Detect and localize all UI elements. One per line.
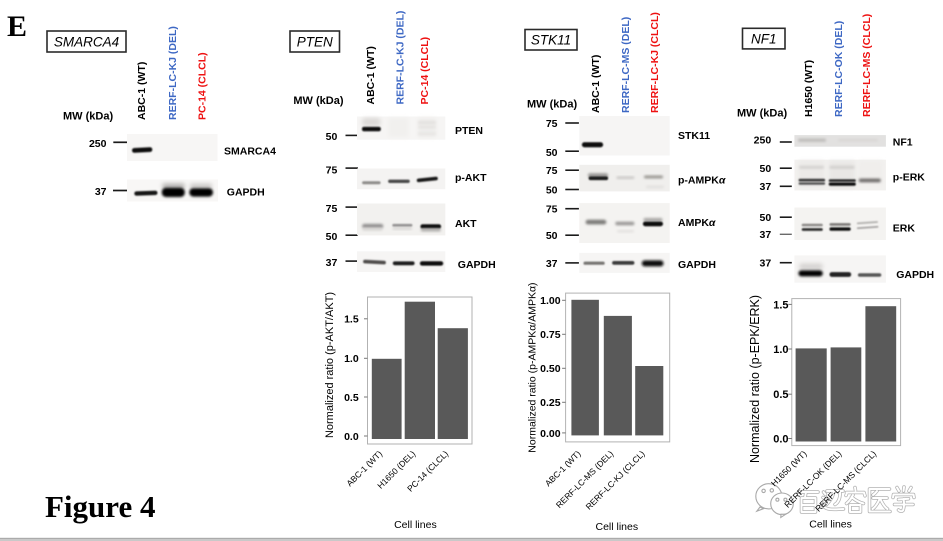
svg-text:50: 50 [760, 163, 772, 175]
svg-text:ABC-1 (WT): ABC-1 (WT) [590, 55, 602, 113]
svg-text:0.5: 0.5 [773, 389, 788, 401]
svg-text:RERF-LC-MS (DEL): RERF-LC-MS (DEL) [620, 17, 632, 113]
svg-text:GAPDH: GAPDH [678, 259, 716, 271]
svg-text:ABC-1 (WT): ABC-1 (WT) [365, 46, 377, 104]
svg-text:50: 50 [546, 147, 558, 159]
svg-text:37: 37 [326, 257, 338, 269]
svg-text:SMARCA4: SMARCA4 [224, 145, 276, 157]
svg-text:RERF-LC-MS (CLCL): RERF-LC-MS (CLCL) [861, 14, 873, 117]
svg-text:75: 75 [326, 203, 338, 215]
svg-text:Normalized ratio (p-EPK/ERK): Normalized ratio (p-EPK/ERK) [748, 295, 762, 463]
svg-text:GAPDH: GAPDH [458, 259, 496, 271]
svg-text:75: 75 [546, 165, 558, 177]
svg-text:250: 250 [89, 138, 107, 150]
svg-text:STK11: STK11 [678, 130, 710, 142]
svg-text:MW (kDa): MW (kDa) [527, 99, 577, 111]
svg-text:1.5: 1.5 [773, 299, 788, 311]
svg-text:MW (kDa): MW (kDa) [293, 95, 343, 107]
svg-text:p-ERK: p-ERK [893, 172, 925, 184]
svg-text:75: 75 [546, 118, 558, 130]
svg-text:ERK: ERK [893, 222, 916, 234]
svg-text:50: 50 [546, 230, 558, 242]
svg-text:Cell lines: Cell lines [394, 519, 437, 531]
svg-text:250: 250 [754, 134, 772, 146]
svg-text:NF1: NF1 [893, 136, 913, 148]
svg-text:RERF-LC-OK (DEL): RERF-LC-OK (DEL) [833, 21, 845, 117]
svg-text:1.5: 1.5 [344, 314, 359, 326]
svg-text:1.0: 1.0 [773, 344, 788, 356]
svg-text:E: E [7, 10, 27, 43]
svg-text:PC-14 (CLCL): PC-14 (CLCL) [196, 52, 208, 120]
svg-text:SMARCA4: SMARCA4 [54, 34, 119, 49]
svg-text:0.0: 0.0 [773, 434, 788, 446]
svg-text:75: 75 [326, 165, 338, 177]
svg-text:RERF-LC-KJ (DEL): RERF-LC-KJ (DEL) [395, 11, 407, 105]
svg-text:0.50: 0.50 [540, 363, 561, 375]
svg-text:37: 37 [760, 181, 772, 193]
svg-text:50: 50 [326, 231, 338, 243]
svg-text:NF1: NF1 [751, 32, 777, 47]
svg-text:75: 75 [546, 204, 558, 216]
svg-text:0.00: 0.00 [540, 428, 561, 440]
svg-text:0.75: 0.75 [540, 329, 561, 341]
svg-text:Figure 4: Figure 4 [45, 489, 156, 524]
svg-text:37: 37 [760, 229, 772, 241]
svg-text:0.0: 0.0 [344, 431, 359, 443]
svg-text:MW (kDa): MW (kDa) [737, 108, 787, 120]
svg-text:AMPKα: AMPKα [678, 217, 716, 229]
svg-text:37: 37 [760, 258, 772, 270]
svg-text:50: 50 [546, 184, 558, 196]
svg-text:50: 50 [760, 212, 772, 224]
svg-text:p-AMPKα: p-AMPKα [678, 174, 726, 186]
svg-text:AKT: AKT [455, 218, 477, 230]
svg-text:Cell lines: Cell lines [595, 521, 638, 533]
svg-text:MW (kDa): MW (kDa) [63, 111, 113, 123]
svg-text:PTEN: PTEN [455, 125, 483, 137]
svg-text:0.25: 0.25 [540, 397, 561, 409]
svg-text:p-AKT: p-AKT [455, 172, 487, 184]
svg-text:0.5: 0.5 [344, 392, 359, 404]
svg-text:ABC-1 (WT): ABC-1 (WT) [136, 62, 148, 120]
svg-text:50: 50 [326, 131, 338, 143]
svg-text:1.0: 1.0 [344, 353, 359, 365]
svg-text:STK11: STK11 [531, 33, 571, 48]
svg-text:H1650 (WT): H1650 (WT) [803, 60, 815, 117]
svg-text:PTEN: PTEN [297, 34, 333, 49]
svg-text:RERF-LC-KJ (DEL): RERF-LC-KJ (DEL) [167, 26, 179, 120]
svg-text:Normalized ratio (p-AKT/AKT): Normalized ratio (p-AKT/AKT) [324, 292, 336, 438]
svg-text:RERF-LC-KJ (CLCL): RERF-LC-KJ (CLCL) [649, 12, 661, 113]
svg-text:37: 37 [546, 258, 558, 270]
svg-text:PC-14 (CLCL): PC-14 (CLCL) [419, 37, 431, 105]
svg-text:GAPDH: GAPDH [896, 269, 934, 281]
svg-text:1.00: 1.00 [540, 295, 561, 307]
svg-text:Normalized ratio (p-AMPKα/AMPK: Normalized ratio (p-AMPKα/AMPKα) [526, 282, 538, 452]
svg-text:37: 37 [95, 186, 107, 198]
svg-text:Cell lines: Cell lines [809, 518, 852, 530]
svg-text:GAPDH: GAPDH [227, 186, 265, 198]
